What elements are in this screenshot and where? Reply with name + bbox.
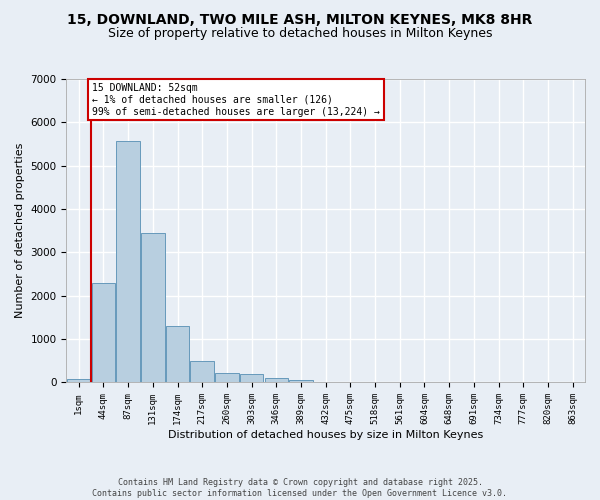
Bar	[240, 374, 263, 382]
Bar	[141, 233, 164, 382]
Text: Contains HM Land Registry data © Crown copyright and database right 2025.
Contai: Contains HM Land Registry data © Crown c…	[92, 478, 508, 498]
Bar	[190, 361, 214, 382]
Bar	[67, 379, 91, 382]
X-axis label: Distribution of detached houses by size in Milton Keynes: Distribution of detached houses by size …	[168, 430, 484, 440]
Bar	[289, 380, 313, 382]
Bar	[265, 378, 288, 382]
Text: 15, DOWNLAND, TWO MILE ASH, MILTON KEYNES, MK8 8HR: 15, DOWNLAND, TWO MILE ASH, MILTON KEYNE…	[67, 12, 533, 26]
Bar	[92, 283, 115, 382]
Bar	[215, 373, 239, 382]
Bar	[166, 326, 189, 382]
Y-axis label: Number of detached properties: Number of detached properties	[15, 143, 25, 318]
Text: Size of property relative to detached houses in Milton Keynes: Size of property relative to detached ho…	[108, 28, 492, 40]
Bar	[116, 140, 140, 382]
Text: 15 DOWNLAND: 52sqm
← 1% of detached houses are smaller (126)
99% of semi-detache: 15 DOWNLAND: 52sqm ← 1% of detached hous…	[92, 84, 380, 116]
